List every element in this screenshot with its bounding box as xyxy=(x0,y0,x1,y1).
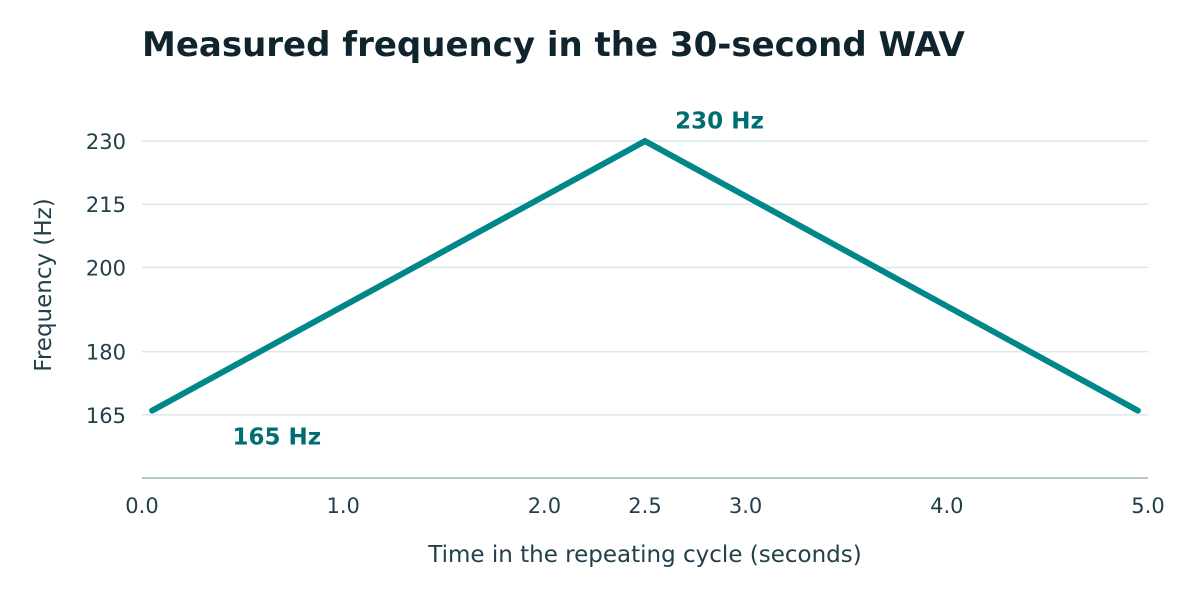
series-line xyxy=(149,137,1141,414)
chart-title: Measured frequency in the 30-second WAV xyxy=(142,25,965,65)
x-tick-label: 3.0 xyxy=(729,494,762,518)
grid-lines xyxy=(142,140,1148,416)
y-tick-labels: 165 180 200 215 230 xyxy=(86,130,126,428)
x-axis-label: Time in the repeating cycle (seconds) xyxy=(427,542,862,568)
x-tick-label: 1.0 xyxy=(326,494,359,518)
series-layer xyxy=(149,137,1141,414)
x-tick-label: 2.0 xyxy=(528,494,561,518)
y-tick-label: 215 xyxy=(86,193,126,217)
x-tick-labels: 0.0 1.0 2.0 2.5 3.0 4.0 5.0 xyxy=(125,494,1164,518)
y-axis-label: Frequency (Hz) xyxy=(31,198,57,371)
y-tick-label: 230 xyxy=(86,130,126,154)
y-tick-label: 200 xyxy=(86,256,126,280)
x-tick-label: 2.5 xyxy=(628,494,661,518)
y-tick-label: 165 xyxy=(86,404,126,428)
annotation-label: 165 Hz xyxy=(233,424,322,450)
y-tick-label: 180 xyxy=(86,341,126,365)
x-tick-label: 5.0 xyxy=(1131,494,1164,518)
annotations: 230 Hz 165 Hz xyxy=(233,108,764,450)
annotation-label: 230 Hz xyxy=(675,108,764,134)
x-tick-label: 4.0 xyxy=(930,494,963,518)
x-tick-label: 0.0 xyxy=(125,494,158,518)
